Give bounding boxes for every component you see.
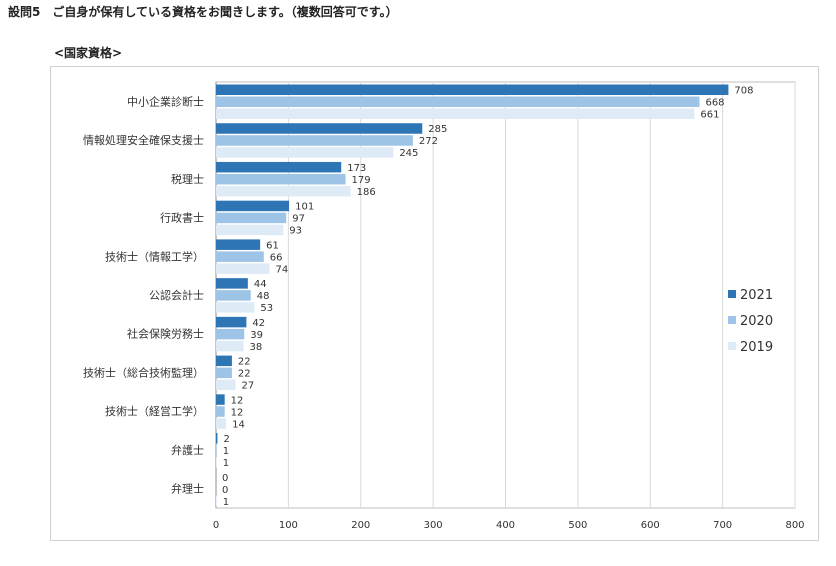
data-label: 22 — [238, 357, 251, 368]
bar-2021 — [216, 355, 232, 367]
bar-2020 — [216, 367, 232, 379]
category-label: 中小企業診断士 — [127, 94, 204, 108]
bar-2019 — [216, 108, 695, 119]
bar-2019 — [216, 185, 351, 197]
data-label: 38 — [250, 342, 263, 353]
data-label: 272 — [419, 136, 438, 147]
data-label: 53 — [260, 303, 273, 314]
category-label: 情報処理安全確保支援士 — [83, 133, 204, 147]
chart-subtitle: <国家資格> — [54, 46, 123, 60]
bar-2020 — [216, 328, 245, 340]
bar-2021 — [216, 433, 218, 444]
x-tick-label: 500 — [568, 520, 587, 531]
data-label: 1 — [223, 497, 229, 508]
bar-2020 — [216, 135, 413, 146]
x-tick-label: 100 — [279, 520, 298, 531]
data-label: 39 — [250, 330, 263, 341]
category-label: 技術士（情報工学） — [105, 249, 204, 263]
bar-2020 — [216, 212, 287, 224]
bar-2021 — [216, 84, 729, 95]
bar-2021 — [216, 161, 342, 173]
category-label: 公認会計士 — [149, 288, 204, 302]
bar-2020 — [216, 251, 264, 262]
data-label: 74 — [276, 264, 289, 275]
data-label: 1 — [223, 446, 229, 457]
x-tick-label: 700 — [713, 520, 732, 531]
category-label: 弁護士 — [171, 443, 204, 457]
data-label: 14 — [232, 419, 245, 430]
data-label: 0 — [222, 473, 228, 484]
bar-2021 — [216, 394, 225, 405]
bar-2019 — [216, 263, 270, 274]
x-tick-label: 800 — [785, 520, 804, 531]
data-label: 66 — [270, 252, 283, 263]
data-label: 12 — [231, 407, 244, 418]
bar-2019 — [216, 340, 244, 352]
data-label: 101 — [295, 202, 314, 213]
data-label: 42 — [252, 318, 265, 329]
legend-swatch-2019 — [728, 342, 736, 350]
data-label: 1 — [223, 458, 229, 469]
data-label: 0 — [222, 485, 228, 496]
x-tick-label: 200 — [351, 520, 370, 531]
data-label: 48 — [257, 291, 270, 302]
bar-2020 — [216, 406, 225, 417]
bar-2019 — [216, 224, 284, 236]
bar-2019 — [216, 147, 394, 158]
bar-2020 — [216, 96, 700, 107]
x-tick-label: 600 — [641, 520, 660, 531]
data-label: 285 — [428, 124, 447, 135]
data-label: 661 — [700, 110, 719, 121]
category-label: 行政書士 — [160, 211, 204, 225]
legend-label: 2020 — [740, 314, 773, 329]
question-title: 設問5 ご自身が保有している資格をお聞きします。（複数回答可です。） — [8, 5, 398, 19]
bar-2020 — [216, 173, 346, 185]
data-label: 2 — [223, 434, 229, 445]
x-tick-label: 300 — [424, 520, 443, 531]
bar-2021 — [216, 316, 247, 328]
category-label: 社会保険労務士 — [127, 327, 204, 341]
data-label: 186 — [357, 187, 376, 198]
legend-swatch-2020 — [728, 316, 736, 324]
bar-2019 — [216, 379, 236, 391]
data-label: 44 — [254, 279, 267, 290]
category-label: 技術士（総合技術監理） — [83, 365, 204, 379]
data-label: 97 — [292, 214, 305, 225]
bar-2021 — [216, 239, 261, 250]
bar-2019 — [216, 302, 255, 313]
category-label: 税理士 — [171, 172, 204, 186]
data-label: 245 — [399, 148, 418, 159]
chart-frame — [50, 66, 819, 541]
data-label: 179 — [352, 175, 371, 186]
data-label: 93 — [289, 226, 302, 237]
legend-swatch-2021 — [728, 290, 736, 298]
data-label: 61 — [266, 240, 279, 251]
bar-2020 — [216, 290, 251, 301]
bar-2020 — [216, 445, 217, 456]
data-label: 668 — [705, 98, 724, 109]
bar-2021 — [216, 278, 248, 289]
data-label: 12 — [231, 395, 244, 406]
legend-label: 2021 — [740, 288, 773, 303]
bar-2019 — [216, 457, 217, 468]
bar-2019 — [216, 418, 227, 429]
legend-label: 2019 — [740, 340, 773, 355]
data-label: 22 — [238, 369, 251, 380]
data-label: 27 — [242, 381, 255, 392]
bar-2021 — [216, 123, 423, 134]
bar-2019 — [216, 495, 217, 507]
bar-2021 — [216, 200, 290, 212]
x-tick-label: 400 — [496, 520, 515, 531]
category-label: 技術士（経営工学） — [105, 404, 204, 418]
category-label: 弁理士 — [171, 482, 204, 496]
x-tick-label: 0 — [213, 520, 219, 531]
data-label: 173 — [347, 163, 366, 174]
data-label: 708 — [734, 86, 753, 97]
